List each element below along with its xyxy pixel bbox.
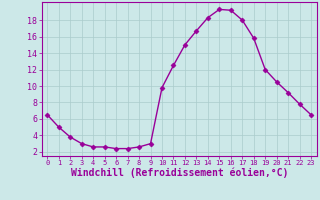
X-axis label: Windchill (Refroidissement éolien,°C): Windchill (Refroidissement éolien,°C) xyxy=(70,168,288,178)
